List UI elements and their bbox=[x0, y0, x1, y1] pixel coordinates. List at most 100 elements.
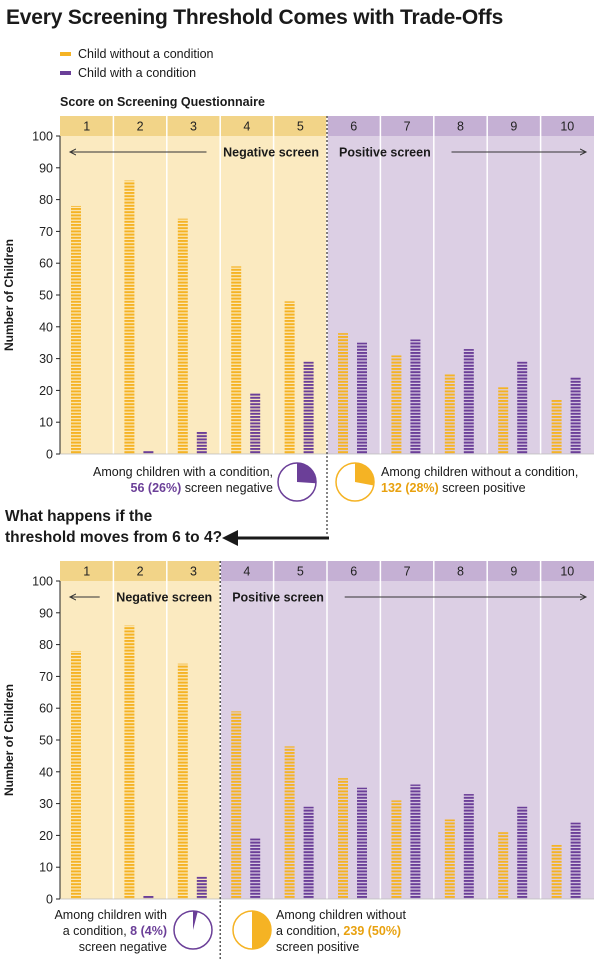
negative-zone bbox=[60, 581, 221, 899]
bar-without-condition bbox=[391, 355, 402, 454]
bar-with-condition bbox=[463, 794, 474, 899]
bar-with-condition bbox=[463, 349, 474, 454]
pie-without-condition-slice bbox=[355, 463, 374, 486]
question-line-1: What happens if the bbox=[5, 508, 153, 525]
y-tick-label: 60 bbox=[39, 702, 53, 716]
chart-2: 1 2 3 4 5 6 7 8 9 100102030405060708090100Number … bbox=[2, 561, 594, 959]
bar-with-condition bbox=[517, 806, 528, 899]
score-tick-label: 6 bbox=[350, 120, 357, 134]
score-tick-label: 3 bbox=[190, 565, 197, 579]
negative-screen-label: Negative screen bbox=[116, 591, 212, 605]
y-tick-label: 90 bbox=[39, 161, 53, 175]
y-tick-label: 70 bbox=[39, 225, 53, 239]
y-tick-label: 0 bbox=[46, 893, 53, 907]
bar-without-condition bbox=[498, 387, 509, 454]
threshold-question: What happens if the threshold moves from… bbox=[5, 506, 222, 548]
bar-without-condition bbox=[498, 832, 509, 899]
score-header-cell bbox=[220, 116, 274, 136]
y-tick-label: 30 bbox=[39, 352, 53, 366]
annotation-with-condition: Among children with a condition, 56 (26%)… bbox=[93, 465, 273, 495]
bar-without-condition bbox=[124, 180, 135, 454]
score-tick-label: 7 bbox=[404, 565, 411, 579]
pie-with-condition bbox=[277, 462, 317, 502]
y-axis-label: Number of Children bbox=[2, 684, 16, 796]
bar-without-condition bbox=[124, 625, 135, 899]
positive-screen-label: Positive screen bbox=[232, 591, 324, 605]
bar-without-condition bbox=[177, 218, 188, 454]
bar-without-condition bbox=[551, 844, 562, 899]
legend-swatch-without bbox=[60, 51, 71, 56]
legend: Child without a condition Child with a c… bbox=[60, 44, 214, 82]
bar-with-condition bbox=[196, 431, 207, 454]
bar-without-condition bbox=[338, 333, 348, 454]
bar-without-condition bbox=[231, 711, 242, 899]
annotation-with-condition-pre-0: Among children with bbox=[54, 908, 167, 922]
positive-zone bbox=[327, 136, 594, 454]
score-header-cell bbox=[487, 561, 541, 581]
pie-without-condition-slice bbox=[252, 911, 271, 949]
bar-with-condition bbox=[570, 822, 581, 899]
y-tick-label: 50 bbox=[39, 734, 53, 748]
negative-screen-label: Negative screen bbox=[223, 146, 319, 160]
annotation-without-condition-highlight: 132 (28%) bbox=[381, 481, 439, 495]
score-header-cell bbox=[380, 561, 434, 581]
bar-with-condition bbox=[250, 838, 261, 899]
bar-without-condition bbox=[551, 399, 562, 454]
bar-with-condition bbox=[410, 784, 421, 899]
bar-with-condition bbox=[357, 342, 367, 454]
bar-without-condition bbox=[177, 663, 188, 899]
score-header-cell bbox=[273, 561, 327, 581]
y-tick-label: 80 bbox=[39, 193, 53, 207]
score-tick-label: 10 bbox=[560, 565, 574, 579]
y-axis-label: Number of Children bbox=[2, 239, 16, 351]
bar-without-condition bbox=[284, 746, 295, 899]
score-header-cell bbox=[166, 561, 221, 581]
bar-without-condition bbox=[338, 778, 348, 899]
bar-without-condition bbox=[284, 301, 295, 454]
annotation-without-condition: Among children without a condition, 239 (… bbox=[276, 908, 406, 954]
score-tick-label: 1 bbox=[83, 120, 90, 134]
score-header-cell bbox=[166, 116, 221, 136]
bar-without-condition bbox=[444, 374, 455, 454]
pie-with-condition-slice bbox=[297, 463, 316, 484]
score-header-cell bbox=[380, 116, 434, 136]
score-header-cell bbox=[220, 561, 274, 581]
score-header-cell bbox=[433, 561, 488, 581]
annotation-with-condition-highlight: 56 (26%) bbox=[131, 481, 182, 495]
annotation-without-condition-pre-1: a condition, bbox=[276, 924, 343, 938]
annotation-without-condition-value: a condition, 239 (50%) bbox=[276, 924, 401, 938]
score-tick-label: 5 bbox=[297, 565, 304, 579]
chart-1: 1 2 3 4 5 6 7 8 9 100102030405060708090100Number … bbox=[2, 116, 594, 536]
y-tick-label: 50 bbox=[39, 289, 53, 303]
bar-without-condition bbox=[444, 819, 455, 899]
bar-with-condition bbox=[303, 806, 314, 899]
pie-with-condition-slice bbox=[193, 911, 198, 930]
score-tick-label: 3 bbox=[190, 120, 197, 134]
chart-title: Every Screening Threshold Comes with Tra… bbox=[6, 6, 504, 29]
positive-zone bbox=[220, 581, 594, 899]
legend-label-with: Child with a condition bbox=[78, 65, 197, 80]
y-tick-label: 40 bbox=[39, 320, 53, 334]
y-tick-label: 40 bbox=[39, 765, 53, 779]
score-header-cell bbox=[433, 116, 488, 136]
bar-without-condition bbox=[231, 266, 242, 454]
score-tick-label: 1 bbox=[83, 565, 90, 579]
score-tick-label: 10 bbox=[560, 120, 574, 134]
score-tick-label: 4 bbox=[243, 565, 250, 579]
positive-screen-label: Positive screen bbox=[339, 146, 431, 160]
legend-item-with-condition: Child with a condition bbox=[60, 63, 214, 82]
annotation-without-condition-highlight: 239 (50%) bbox=[343, 924, 401, 938]
score-header-cell bbox=[540, 116, 594, 136]
y-tick-label: 20 bbox=[39, 384, 53, 398]
y-tick-label: 20 bbox=[39, 829, 53, 843]
threshold-move-arrow bbox=[222, 530, 329, 546]
bar-with-condition bbox=[143, 450, 154, 454]
annotation-with-condition-value: a condition, 8 (4%) bbox=[63, 924, 167, 938]
y-tick-label: 100 bbox=[32, 130, 53, 144]
pie-without-condition bbox=[335, 462, 375, 502]
score-header-cell bbox=[60, 561, 114, 581]
bar-with-condition bbox=[196, 876, 207, 899]
annotation-without-condition-value: 132 (28%) screen positive bbox=[381, 481, 526, 495]
bar-without-condition bbox=[71, 650, 81, 899]
